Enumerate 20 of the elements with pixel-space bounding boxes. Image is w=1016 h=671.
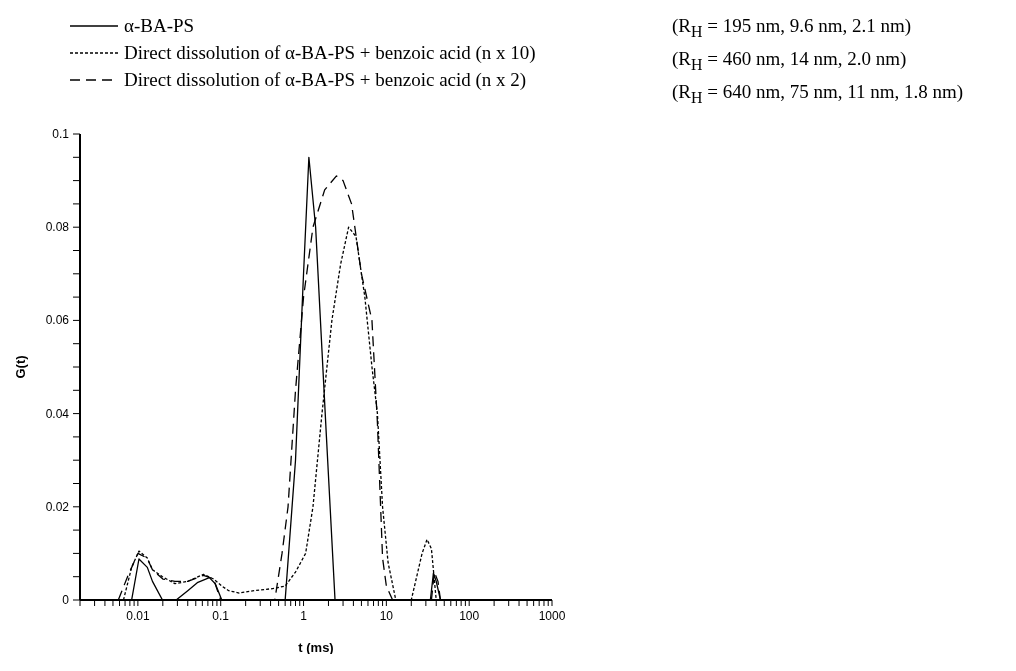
x-tick-label: 0.01 — [126, 609, 150, 623]
y-axis-title: G(t) — [12, 355, 28, 379]
y-tick-label: 0.06 — [45, 313, 70, 328]
y-tick-label: 0.04 — [45, 406, 70, 421]
text: (R$_{H}$ = 460 nm, 14 nm, 2.0 nm) — [672, 46, 908, 75]
x-tick-label: 1000 — [538, 609, 566, 623]
text: (R$_{H}$ = 640 nm, 75 nm, 11 nm, 1.8 nm) — [672, 79, 964, 108]
x-tick-label: 100 — [459, 609, 480, 623]
y-tick-label: 0.1 — [52, 127, 70, 141]
x-tick-label: 0.1 — [212, 609, 230, 623]
legend-label: Direct dissolution of α-BA-PS + benzoic acid (n x 10) — [124, 41, 536, 65]
y-tick-label: 0.02 — [45, 499, 70, 514]
y-tick-label: 0.08 — [45, 220, 70, 235]
legend-label: Direct dissolution of α-BA-PS + benzoic acid (n x 2) — [124, 68, 527, 92]
text: (R$_{H}$ = 195 nm, 9.6 nm, 2.1 nm) — [672, 14, 913, 42]
y-tick-label: 0 — [62, 593, 70, 607]
x-axis-title: t (ms) — [298, 640, 334, 655]
x-tick-label: 1 — [300, 609, 308, 623]
x-tick-label: 10 — [379, 609, 394, 623]
legend-label: α-BA-PS — [124, 14, 195, 38]
